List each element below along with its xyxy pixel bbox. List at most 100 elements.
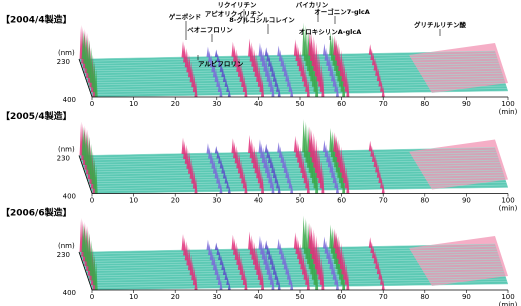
peak — [308, 126, 312, 153]
peak — [268, 71, 272, 87]
x-tick-label: 80 — [420, 293, 429, 301]
peak — [381, 279, 385, 290]
surface-line — [90, 278, 507, 286]
peak — [184, 48, 188, 68]
peak — [211, 155, 215, 169]
surface-line — [82, 60, 499, 69]
peak — [241, 262, 245, 280]
peak — [192, 267, 196, 286]
x-tick-label: 30 — [212, 197, 221, 205]
surface-line — [87, 174, 504, 182]
annotation: リクイリチン — [218, 0, 258, 9]
peak — [371, 53, 375, 66]
peak — [282, 58, 286, 72]
annotation: ペオニフロリン — [187, 26, 233, 34]
peak — [282, 251, 286, 265]
surface-line — [80, 248, 497, 257]
y-tick-label: 400 — [63, 193, 76, 201]
annotation: ゲニポシド — [169, 12, 202, 21]
peak — [208, 147, 212, 159]
peak — [234, 49, 238, 67]
peak — [285, 261, 289, 275]
y-unit: (nm) — [58, 242, 75, 250]
peak — [322, 43, 326, 56]
peak — [226, 83, 230, 93]
peak — [335, 278, 339, 290]
peak — [327, 56, 331, 72]
peak — [216, 74, 220, 88]
peak — [378, 170, 382, 183]
peak — [231, 138, 235, 154]
peak — [332, 265, 336, 280]
peak — [283, 62, 287, 77]
peak — [194, 273, 198, 290]
peak — [237, 153, 241, 174]
peak — [271, 180, 275, 194]
peak — [378, 267, 382, 280]
surface-line — [88, 273, 505, 281]
peak — [280, 150, 284, 163]
peak — [237, 249, 241, 270]
peak — [233, 238, 237, 255]
peak — [218, 154, 222, 164]
peak — [302, 22, 306, 56]
peak — [224, 271, 228, 281]
peak — [333, 228, 337, 249]
peak — [329, 224, 333, 249]
peak — [206, 143, 210, 154]
surface-line — [87, 268, 504, 276]
peak — [191, 164, 195, 184]
peak — [209, 247, 213, 261]
surface-line — [90, 182, 507, 189]
peak — [346, 270, 350, 290]
surface-line — [88, 80, 505, 88]
peak — [81, 223, 85, 252]
x-tick-label: 40 — [254, 100, 263, 108]
peak — [333, 132, 337, 152]
x-tick-label: 90 — [462, 100, 471, 108]
peak — [241, 69, 245, 87]
peak — [79, 25, 83, 59]
surface-band — [409, 236, 508, 286]
peak — [244, 275, 248, 290]
peak — [263, 151, 267, 169]
surface-line — [87, 75, 504, 83]
y-axis — [78, 58, 93, 98]
peak — [268, 264, 272, 280]
peak — [214, 165, 218, 179]
peak — [283, 159, 287, 174]
peak — [288, 273, 292, 285]
peak — [331, 66, 335, 82]
peak — [269, 253, 273, 265]
peak — [264, 47, 268, 57]
surface-line — [83, 162, 500, 170]
peak — [266, 244, 270, 255]
x-tick-label: 50 — [296, 197, 305, 205]
peak — [264, 58, 268, 77]
peak — [276, 178, 280, 189]
peak — [183, 237, 187, 256]
peak — [242, 172, 246, 189]
peak — [286, 267, 290, 280]
surface-line — [87, 172, 504, 180]
surface-line — [89, 83, 506, 91]
x-tick-label: 10 — [129, 197, 138, 205]
peak — [277, 142, 281, 153]
x-tick-label: 70 — [379, 293, 388, 301]
peak — [242, 268, 246, 285]
surface-line — [84, 164, 501, 173]
peak — [375, 158, 379, 173]
peak — [327, 152, 331, 168]
peak — [209, 151, 213, 164]
peak — [274, 76, 278, 87]
peak — [381, 183, 385, 194]
x-tick-label: 100 — [501, 100, 514, 108]
x-tick-label: 60 — [337, 293, 346, 301]
peak — [302, 215, 306, 249]
x-tick-label: 10 — [129, 100, 138, 108]
peak — [260, 239, 264, 255]
peak — [214, 261, 218, 276]
peak — [295, 43, 299, 62]
peak — [322, 236, 326, 249]
peak — [258, 235, 262, 250]
